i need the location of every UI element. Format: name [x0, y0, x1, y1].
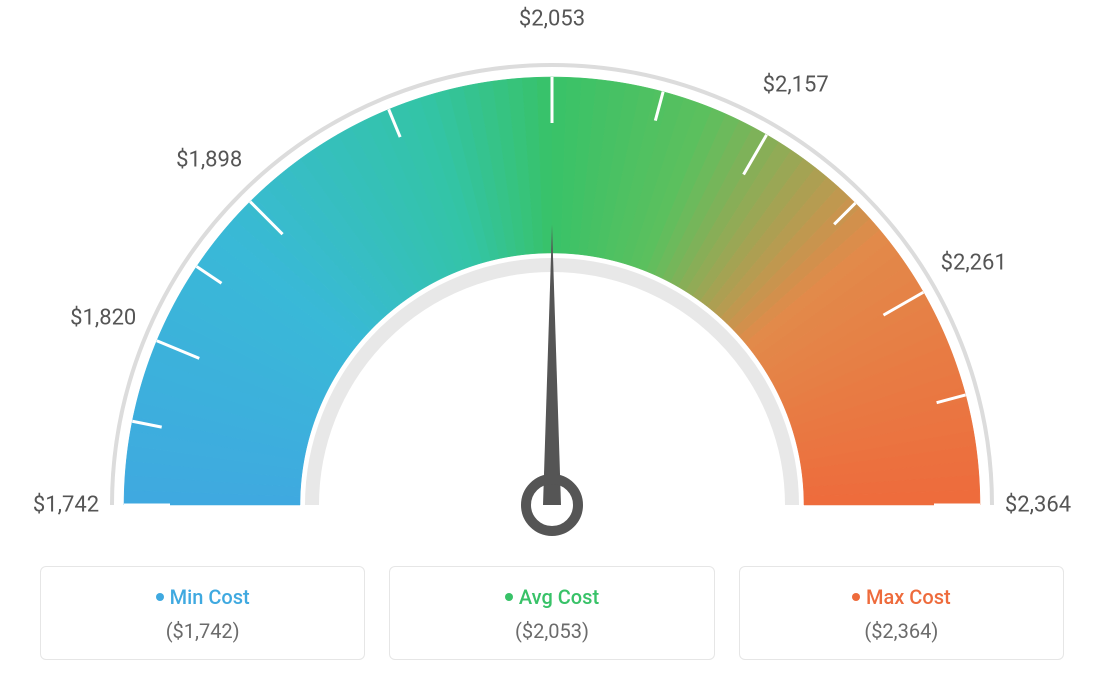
dot-icon [156, 593, 164, 601]
legend-title-avg: Avg Cost [400, 585, 703, 609]
gauge-tick-label: $1,898 [176, 148, 242, 173]
legend-title-text: Min Cost [170, 585, 250, 609]
gauge-svg [0, 0, 1104, 560]
legend-card-max: Max Cost ($2,364) [739, 566, 1064, 660]
legend-value-avg: ($2,053) [400, 619, 703, 643]
gauge-tick-label: $2,364 [1005, 493, 1071, 518]
legend-title-text: Max Cost [866, 585, 951, 609]
legend-card-avg: Avg Cost ($2,053) [389, 566, 714, 660]
gauge-tick-label: $1,742 [33, 493, 99, 518]
legend-title-text: Avg Cost [519, 585, 599, 609]
legend-title-max: Max Cost [750, 585, 1053, 609]
dot-icon [852, 593, 860, 601]
dot-icon [505, 593, 513, 601]
gauge-tick-label: $1,820 [70, 306, 136, 331]
legend-row: Min Cost ($1,742) Avg Cost ($2,053) Max … [40, 566, 1064, 660]
gauge-tick-label: $2,261 [941, 251, 1007, 276]
gauge-chart: $1,742 $1,820 $1,898 $2,053 $2,157 $2,261 $2,3… [0, 0, 1104, 560]
legend-card-min: Min Cost ($1,742) [40, 566, 365, 660]
legend-value-max: ($2,364) [750, 619, 1053, 643]
gauge-tick-label: $2,157 [763, 72, 829, 97]
legend-title-min: Min Cost [51, 585, 354, 609]
gauge-tick-label: $2,053 [519, 7, 585, 32]
legend-value-min: ($1,742) [51, 619, 354, 643]
